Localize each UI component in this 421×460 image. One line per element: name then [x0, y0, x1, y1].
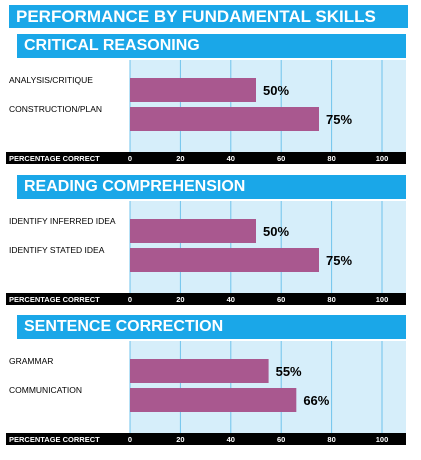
x-tick-label: 100 [376, 295, 389, 304]
plot-area [130, 201, 406, 293]
x-tick-label: 40 [227, 435, 235, 444]
category-label: ANALYSIS/CRITIQUE [9, 75, 93, 85]
data-label: 75% [326, 253, 352, 268]
section-title: SENTENCE CORRECTION [17, 315, 406, 339]
bar [130, 219, 256, 243]
data-label: 50% [263, 83, 289, 98]
data-label: 75% [326, 112, 352, 127]
x-tick-label: 80 [327, 295, 335, 304]
x-tick-label: 60 [277, 435, 285, 444]
bar [130, 107, 319, 131]
bar-chart-critical-reasoning: ANALYSIS/CRITIQUE 50% CONSTRUCTION/PLAN 75%… [6, 60, 406, 164]
bar-chart-sentence-correction: GRAMMAR 55% COMMUNICATION 66% PERCENTAGE COR… [6, 341, 406, 445]
bar [130, 248, 319, 272]
x-axis-bar [6, 293, 406, 305]
x-tick-label: 20 [176, 435, 184, 444]
section-title: READING COMPREHENSION [17, 175, 406, 199]
section-title: CRITICAL REASONING [17, 34, 406, 58]
x-axis-label: PERCENTAGE CORRECT [9, 435, 100, 444]
x-tick-label: 40 [227, 154, 235, 163]
x-tick-label: 20 [176, 154, 184, 163]
x-tick-label: 0 [128, 435, 132, 444]
category-label: CONSTRUCTION/PLAN [9, 104, 102, 114]
data-label: 66% [303, 393, 329, 408]
x-tick-label: 80 [327, 435, 335, 444]
x-tick-label: 0 [128, 154, 132, 163]
bar [130, 78, 256, 102]
bar [130, 388, 297, 412]
x-axis-label: PERCENTAGE CORRECT [9, 154, 100, 163]
x-axis-bar [6, 152, 406, 164]
plot-area [130, 341, 406, 433]
category-label: IDENTIFY INFERRED IDEA [9, 216, 116, 226]
bar [130, 359, 269, 383]
page-title: PERFORMANCE BY FUNDAMENTAL SKILLS [9, 5, 408, 28]
x-tick-label: 80 [327, 154, 335, 163]
x-axis-label: PERCENTAGE CORRECT [9, 295, 100, 304]
data-label: 50% [263, 224, 289, 239]
plot-area [130, 60, 406, 152]
category-label: IDENTIFY STATED IDEA [9, 245, 105, 255]
category-label: GRAMMAR [9, 356, 53, 366]
x-tick-label: 100 [376, 435, 389, 444]
chart-section-reading-comprehension: READING COMPREHENSION IDENTIFY INFERRED … [0, 175, 421, 315]
x-axis-bar [6, 433, 406, 445]
chart-section-sentence-correction: SENTENCE CORRECTION GRAMMAR 55% COMMUNICAT… [0, 315, 421, 455]
chart-section-critical-reasoning: CRITICAL REASONING ANALYSIS/CRITIQUE 50% C… [0, 34, 421, 174]
x-tick-label: 40 [227, 295, 235, 304]
x-tick-label: 60 [277, 295, 285, 304]
data-label: 55% [276, 364, 302, 379]
x-tick-label: 0 [128, 295, 132, 304]
x-tick-label: 100 [376, 154, 389, 163]
x-tick-label: 60 [277, 154, 285, 163]
category-label: COMMUNICATION [9, 385, 82, 395]
x-tick-label: 20 [176, 295, 184, 304]
bar-chart-reading-comprehension: IDENTIFY INFERRED IDEA 50% IDENTIFY STATED… [6, 201, 406, 305]
